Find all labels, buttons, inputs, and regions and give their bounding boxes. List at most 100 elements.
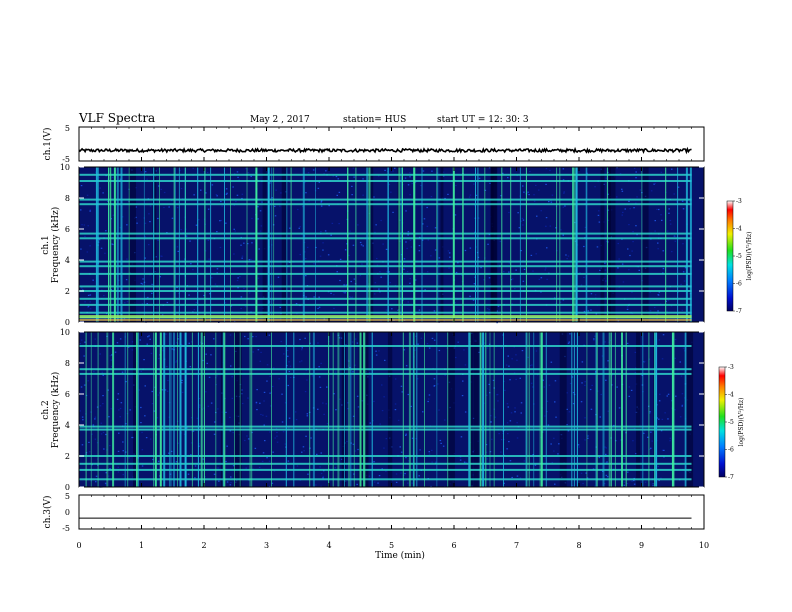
- spectrogram-speckle: [185, 235, 188, 237]
- spectrogram-speckle: [276, 441, 279, 443]
- spectrogram-speckle: [657, 310, 659, 312]
- spectrogram-dark-column: [448, 332, 455, 487]
- spectrogram-speckle: [659, 393, 661, 395]
- spectrogram-speckle: [266, 457, 268, 459]
- spectrogram-band: [79, 203, 692, 206]
- spectrogram-burst: [477, 167, 479, 322]
- spectrogram-speckle: [530, 254, 533, 256]
- spectrogram-speckle: [626, 482, 629, 485]
- spectrogram-speckle: [326, 423, 329, 425]
- spectrogram-speckle: [160, 188, 162, 190]
- spectrogram-speckle: [444, 374, 446, 376]
- spectrogram-speckle: [666, 230, 669, 232]
- spectrogram-speckle: [389, 282, 391, 284]
- spectrogram-band: [79, 232, 692, 235]
- spectrogram-burst: [685, 167, 688, 322]
- spectrogram-speckle: [356, 483, 358, 485]
- spectrogram-band: [79, 425, 692, 428]
- spectrogram-speckle: [682, 347, 685, 349]
- spectrogram-speckle: [335, 409, 337, 411]
- spectrogram-speckle: [422, 170, 425, 172]
- spectrogram-speckle: [521, 217, 524, 219]
- spectrogram-speckle: [543, 386, 545, 388]
- spectrogram-speckle: [607, 209, 610, 211]
- spectrogram-speckle: [202, 458, 204, 460]
- spectrogram-speckle: [333, 307, 335, 309]
- spectrogram-speckle: [177, 335, 180, 337]
- spectrogram-speckle: [372, 420, 374, 422]
- spectrogram-speckle: [216, 231, 218, 233]
- spectrogram-ytick-label: 0: [65, 318, 70, 327]
- spectrogram-speckle: [502, 172, 504, 174]
- spectrogram-speckle: [320, 472, 323, 475]
- spectrogram-speckle: [102, 431, 105, 434]
- spectrogram-speckle: [534, 464, 537, 466]
- spectrogram-speckle: [359, 275, 362, 277]
- spectrogram-speckle: [170, 450, 173, 452]
- spectrogram-speckle: [658, 339, 661, 341]
- spectrogram-speckle: [403, 268, 405, 270]
- spectrogram-speckle: [583, 310, 586, 313]
- spectrogram-speckle: [283, 353, 285, 355]
- spectrogram-burst: [525, 332, 527, 487]
- spectrogram-speckle: [527, 191, 529, 193]
- spectrogram-burst: [177, 332, 178, 487]
- spectrogram-speckle: [125, 381, 127, 383]
- spectrogram-speckle: [192, 269, 194, 271]
- spectrogram-speckle: [195, 301, 197, 304]
- spectrogram-speckle: [407, 482, 409, 484]
- spectrogram-speckle: [465, 462, 468, 464]
- spectrogram-speckle: [241, 402, 244, 405]
- spectrogram-speckle: [233, 204, 236, 206]
- spectrogram-speckle: [230, 476, 232, 478]
- spectrogram-speckle: [190, 454, 192, 456]
- spectrogram-speckle: [158, 185, 160, 187]
- spectrogram-speckle: [211, 277, 213, 279]
- spectrogram-speckle: [322, 402, 324, 404]
- spectrogram-speckle: [497, 305, 500, 307]
- spectrogram-speckle: [289, 227, 291, 229]
- spectrogram-speckle: [273, 470, 276, 472]
- spectrogram-speckle: [275, 189, 277, 191]
- spectrogram-dark-column: [152, 167, 157, 322]
- spectrogram-speckle: [512, 278, 514, 280]
- spectrogram-burst: [224, 167, 225, 322]
- spectrogram-speckle: [230, 365, 232, 367]
- time-axis-tick-label: 7: [514, 541, 519, 550]
- spectrogram-speckle: [106, 178, 109, 180]
- spectrogram-speckle: [554, 483, 556, 485]
- spectrogram-speckle: [374, 231, 376, 233]
- spectrogram-speckle: [520, 402, 523, 404]
- spectrogram-speckle: [198, 397, 201, 400]
- spectrogram-speckle: [79, 343, 81, 345]
- spectrogram-speckle: [643, 360, 646, 363]
- spectrogram-speckle: [674, 409, 676, 411]
- spectrogram-speckle: [515, 378, 517, 380]
- spectrogram-speckle: [385, 438, 388, 440]
- spectrogram-speckle: [681, 200, 684, 202]
- spectrogram-speckle: [198, 406, 201, 408]
- spectrogram-speckle: [644, 481, 647, 483]
- spectrogram-speckle: [621, 190, 624, 192]
- ch1-wave-ytick-bottom: -5: [62, 155, 70, 164]
- spectrogram-speckle: [237, 277, 239, 279]
- spectrogram-speckle: [375, 224, 377, 226]
- spectrogram-speckle: [418, 245, 421, 247]
- spectrogram-speckle: [324, 230, 327, 232]
- spectrogram-speckle: [520, 250, 522, 252]
- spectrogram-speckle: [532, 270, 534, 272]
- spectrogram-speckle: [494, 416, 497, 418]
- spectrogram-speckle: [148, 335, 150, 337]
- spectrogram-speckle: [397, 419, 400, 421]
- spectrogram-speckle: [463, 349, 465, 351]
- spectrogram-speckle: [377, 482, 379, 484]
- spectrogram-speckle: [299, 338, 301, 341]
- spectrogram-speckle: [405, 457, 407, 459]
- spectrogram-speckle: [288, 427, 290, 429]
- spectrogram-speckle: [409, 194, 411, 196]
- spectrogram-speckle: [492, 379, 495, 381]
- spectrogram-speckle: [301, 349, 303, 351]
- spectrogram-speckle: [496, 322, 498, 324]
- spectrogram-speckle: [500, 347, 503, 349]
- spectrogram-speckle: [110, 365, 113, 367]
